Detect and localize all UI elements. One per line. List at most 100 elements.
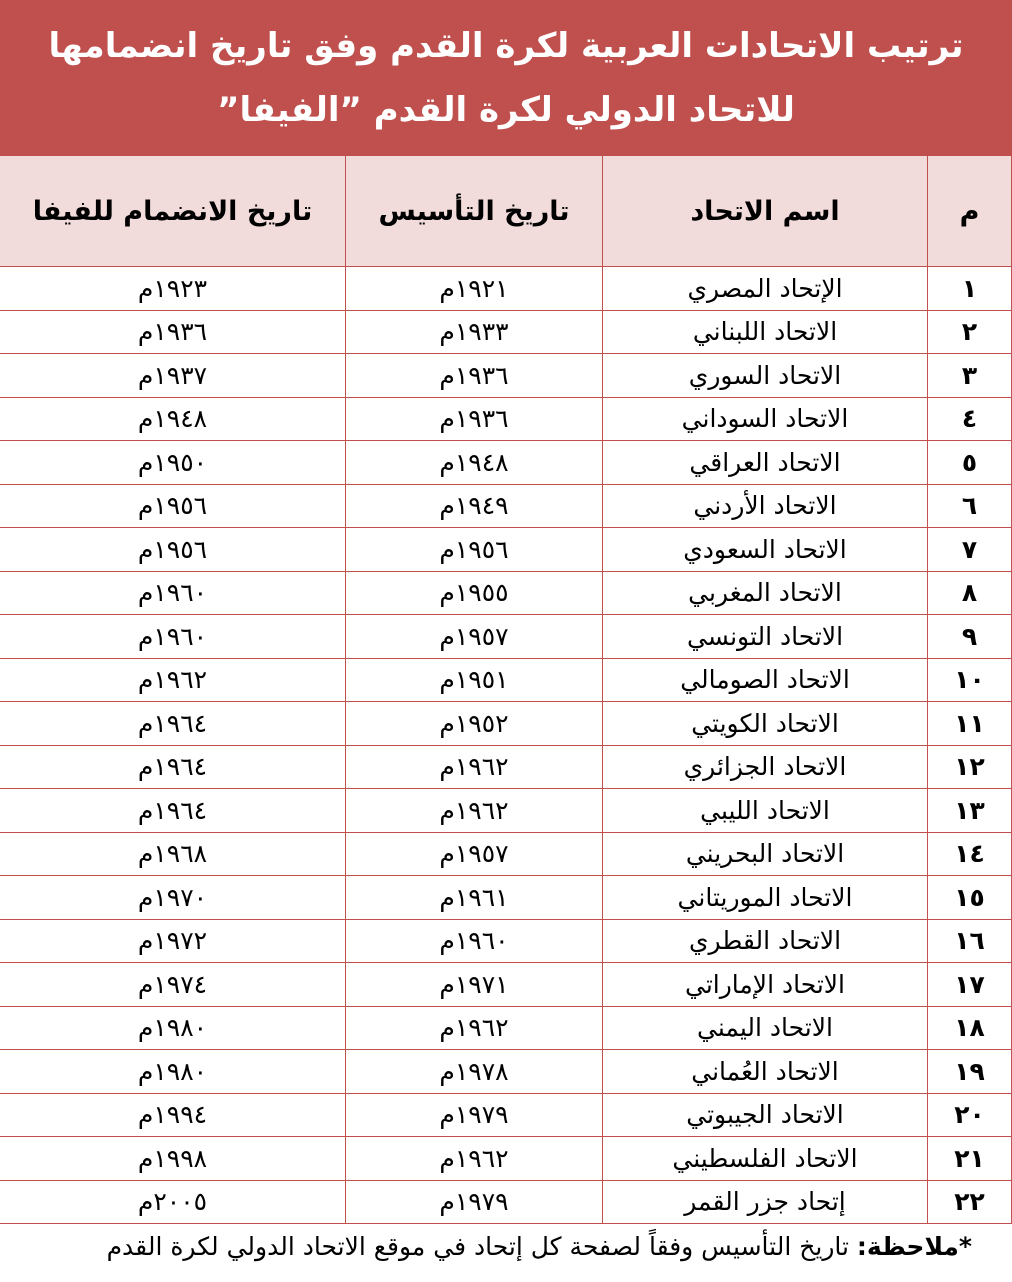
title-line: للاتحاد الدولي لكرة القدم ”الفيفا”	[217, 90, 795, 130]
table-cell: ١٩٦٨م	[0, 831, 346, 876]
table-row: ١ الإتحاد المصري ١٩٢١م ١٩٢٣م	[0, 266, 1012, 311]
row-number: ١٨	[927, 1005, 1012, 1050]
table-cell: الاتحاد العُماني	[602, 1049, 928, 1094]
table-cell: ١٩٦٠م	[0, 614, 346, 659]
table-cell: ١٩٦٠م	[0, 570, 346, 615]
row-number: ١٩	[927, 1049, 1012, 1094]
table-cell: ١٩٨٠م	[0, 1049, 346, 1094]
table: م اسم الاتحاد تاريخ التأسيس تاريخ الانضمام …	[0, 155, 1012, 1224]
row-number: ١٧	[927, 962, 1012, 1007]
table-cell: ١٩٥٧م	[345, 614, 603, 659]
table-cell: الاتحاد اللبناني	[602, 309, 928, 354]
table-cell: ١٩٦٤م	[0, 744, 346, 789]
table-cell: ١٩٥٦م	[345, 527, 603, 572]
table-cell: الاتحاد التونسي	[602, 614, 928, 659]
table-row: ٢٠ الاتحاد الجيبوتي ١٩٧٩م ١٩٩٤م	[0, 1092, 1012, 1137]
table-cell: ١٩٣٦م	[345, 353, 603, 398]
table-cell: ١٩٦٠م	[345, 918, 603, 963]
header-cell: اسم الاتحاد	[602, 155, 928, 267]
table-cell: ١٩٧٠م	[0, 875, 346, 920]
table-cell: ١٩٥٦م	[0, 483, 346, 528]
table-cell: ١٩٤٩م	[345, 483, 603, 528]
table-cell: ١٩٥١م	[345, 657, 603, 702]
table-cell: ١٩٣٣م	[345, 309, 603, 354]
table-cell: الاتحاد الإماراتي	[602, 962, 928, 1007]
table-row: ١٩ الاتحاد العُماني ١٩٧٨م ١٩٨٠م	[0, 1049, 1012, 1094]
table-cell: ١٩٦٢م	[345, 788, 603, 833]
table-cell: الاتحاد الجيبوتي	[602, 1092, 928, 1137]
table-row: ١٢ الاتحاد الجزائري ١٩٦٢م ١٩٦٤م	[0, 744, 1012, 789]
table-cell: ١٩٣٦م	[345, 396, 603, 441]
note-label: *ملاحظة:	[856, 1232, 972, 1261]
table-cell: الاتحاد الجزائري	[602, 744, 928, 789]
header-row: م اسم الاتحاد تاريخ التأسيس تاريخ الانضمام …	[0, 155, 1012, 267]
table-row: ٨ الاتحاد المغربي ١٩٥٥م ١٩٦٠م	[0, 570, 1012, 615]
table-cell: ١٩٣٧م	[0, 353, 346, 398]
header-cell: تاريخ الانضمام للفيفا	[0, 155, 346, 267]
note-text: تاريخ التأسيس وفقاً لصفحة كل إتحاد في مو…	[106, 1232, 849, 1261]
table-cell: ١٩٨٠م	[0, 1005, 346, 1050]
row-number: ٢	[927, 309, 1012, 354]
table-cell: ١٩٢٣م	[0, 266, 346, 311]
table-cell: الاتحاد المغربي	[602, 570, 928, 615]
table-cell: ٢٠٠٥م	[0, 1179, 346, 1224]
table-body: ١ الإتحاد المصري ١٩٢١م ١٩٢٣م ٢ الاتحاد اللبنا…	[0, 266, 1012, 1224]
header-cell: تاريخ التأسيس	[345, 155, 603, 267]
table-row: ٥ الاتحاد العراقي ١٩٤٨م ١٩٥٠م	[0, 440, 1012, 485]
table-cell: ١٩٥٧م	[345, 831, 603, 876]
title-band: ترتيب الاتحادات العربية لكرة القدم وفق ت…	[0, 0, 1012, 155]
table-cell: الاتحاد العراقي	[602, 440, 928, 485]
table-cell: الاتحاد الموريتاني	[602, 875, 928, 920]
table-row: ٩ الاتحاد التونسي ١٩٥٧م ١٩٦٠م	[0, 614, 1012, 659]
table-head: م اسم الاتحاد تاريخ التأسيس تاريخ الانضمام …	[0, 155, 1012, 267]
table-cell: ١٩٧٩م	[345, 1092, 603, 1137]
table-cell: ١٩٤٨م	[0, 396, 346, 441]
table-cell: الإتحاد المصري	[602, 266, 928, 311]
table-cell: ١٩٥٢م	[345, 701, 603, 746]
row-number: ١٣	[927, 788, 1012, 833]
table-row: ١١ الاتحاد الكويتي ١٩٥٢م ١٩٦٤م	[0, 701, 1012, 746]
table-cell: ١٩٦٤م	[0, 701, 346, 746]
row-number: ٣	[927, 353, 1012, 398]
row-number: ٢٢	[927, 1179, 1012, 1224]
table-row: ١٥ الاتحاد الموريتاني ١٩٦١م ١٩٧٠م	[0, 875, 1012, 920]
table-row: ١٤ الاتحاد البحريني ١٩٥٧م ١٩٦٨م	[0, 831, 1012, 876]
table-row: ٢ الاتحاد اللبناني ١٩٣٣م ١٩٣٦م	[0, 309, 1012, 354]
table-row: ٢١ الاتحاد الفلسطيني ١٩٦٢م ١٩٩٨م	[0, 1136, 1012, 1181]
table-row: ١٨ الاتحاد اليمني ١٩٦٢م ١٩٨٠م	[0, 1005, 1012, 1050]
row-number: ٤	[927, 396, 1012, 441]
row-number: ١١	[927, 701, 1012, 746]
table-cell: الاتحاد الليبي	[602, 788, 928, 833]
table-cell: ١٩٦٤م	[0, 788, 346, 833]
row-number: ١٦	[927, 918, 1012, 963]
row-number: ٥	[927, 440, 1012, 485]
table-cell: الاتحاد السعودي	[602, 527, 928, 572]
table-cell: الاتحاد الصومالي	[602, 657, 928, 702]
table-cell: الاتحاد اليمني	[602, 1005, 928, 1050]
table-row: ٤ الاتحاد السوداني ١٩٣٦م ١٩٤٨م	[0, 396, 1012, 441]
table-cell: ١٩٧٤م	[0, 962, 346, 1007]
table-cell: ١٩٦٢م	[345, 744, 603, 789]
table-row: ٧ الاتحاد السعودي ١٩٥٦م ١٩٥٦م	[0, 527, 1012, 572]
table-row: ٣ الاتحاد السوري ١٩٣٦م ١٩٣٧م	[0, 353, 1012, 398]
row-number: ٢١	[927, 1136, 1012, 1181]
table-cell: ١٩٣٦م	[0, 309, 346, 354]
table-cell: الاتحاد القطري	[602, 918, 928, 963]
table-cell: الاتحاد الفلسطيني	[602, 1136, 928, 1181]
row-number: ٩	[927, 614, 1012, 659]
table-cell: الاتحاد البحريني	[602, 831, 928, 876]
table-cell: ١٩٦٢م	[345, 1136, 603, 1181]
row-number: ٨	[927, 570, 1012, 615]
row-number: ١٥	[927, 875, 1012, 920]
table-cell: ١٩٧٩م	[345, 1179, 603, 1224]
table-cell: ١٩٦٢م	[345, 1005, 603, 1050]
row-number: ١٤	[927, 831, 1012, 876]
header-cell: م	[927, 155, 1012, 267]
table-cell: ١٩٩٤م	[0, 1092, 346, 1137]
row-number: ١٢	[927, 744, 1012, 789]
table-cell: ١٩٢١م	[345, 266, 603, 311]
row-number: ٢٠	[927, 1092, 1012, 1137]
table-row: ٢٢ إتحاد جزر القمر ١٩٧٩م ٢٠٠٥م	[0, 1179, 1012, 1224]
